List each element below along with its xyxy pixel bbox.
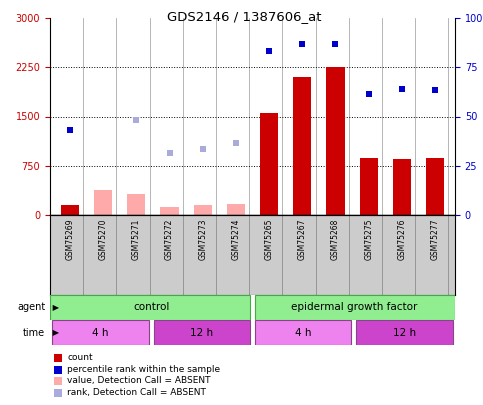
Text: epidermal growth factor: epidermal growth factor (291, 303, 417, 313)
Text: GSM75268: GSM75268 (331, 219, 340, 260)
Bar (53, 320, 149, 345)
Text: GSM75271: GSM75271 (132, 219, 141, 260)
Text: GSM75277: GSM75277 (430, 219, 440, 260)
Text: GSM75269: GSM75269 (65, 219, 74, 260)
Text: GSM75274: GSM75274 (231, 219, 241, 260)
Text: GSM75265: GSM75265 (265, 219, 273, 260)
Text: 12 h: 12 h (190, 328, 213, 337)
Bar (94, 190, 112, 215)
Text: GDS2146 / 1387606_at: GDS2146 / 1387606_at (167, 10, 321, 23)
Bar (327, 67, 345, 215)
Bar (393, 159, 411, 215)
Bar (359, 158, 378, 215)
Bar (255, 295, 455, 320)
Bar (255, 320, 351, 345)
Text: percentile rank within the sample: percentile rank within the sample (67, 365, 220, 374)
Text: GSM75267: GSM75267 (298, 219, 307, 260)
Bar (160, 207, 179, 215)
Bar (194, 205, 212, 215)
Bar (127, 194, 145, 215)
Text: 4 h: 4 h (295, 328, 312, 337)
Text: 12 h: 12 h (393, 328, 416, 337)
Text: value, Detection Call = ABSENT: value, Detection Call = ABSENT (67, 377, 211, 386)
Bar (293, 77, 312, 215)
Text: count: count (67, 354, 93, 362)
Bar (61, 205, 79, 215)
Text: GSM75273: GSM75273 (198, 219, 207, 260)
Text: ▶: ▶ (50, 303, 58, 312)
Text: GSM75275: GSM75275 (364, 219, 373, 260)
Text: GSM75272: GSM75272 (165, 219, 174, 260)
Text: 4 h: 4 h (92, 328, 109, 337)
Bar (356, 320, 453, 345)
Text: GSM75270: GSM75270 (99, 219, 108, 260)
Bar (227, 205, 245, 215)
Text: ▶: ▶ (50, 328, 58, 337)
Bar (50, 295, 250, 320)
Text: rank, Detection Call = ABSENT: rank, Detection Call = ABSENT (67, 388, 206, 397)
Bar (426, 158, 444, 215)
Text: GSM75276: GSM75276 (398, 219, 406, 260)
Text: time: time (23, 328, 45, 337)
Text: agent: agent (17, 303, 45, 313)
Bar (260, 113, 278, 215)
Text: control: control (133, 303, 170, 313)
Bar (154, 320, 250, 345)
